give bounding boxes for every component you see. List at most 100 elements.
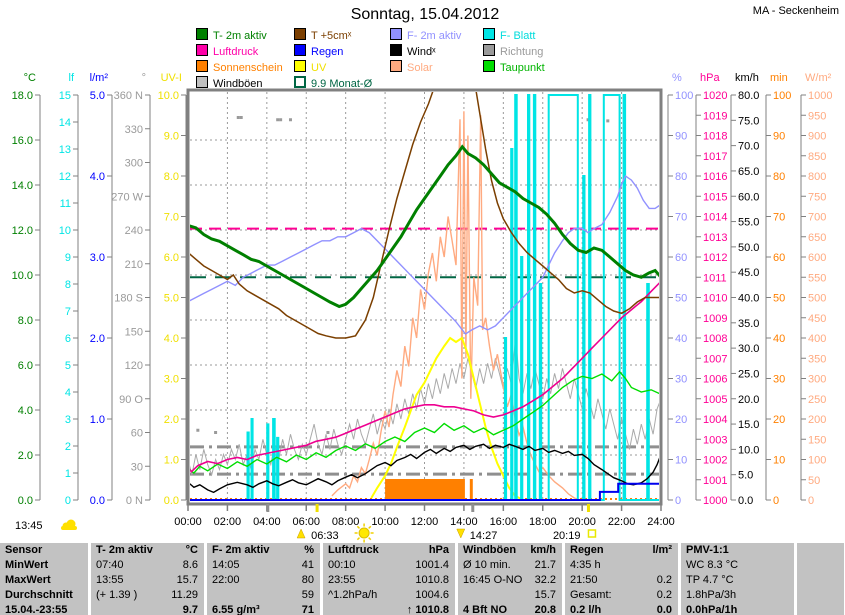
sunrise-arrow-icon [296, 528, 306, 539]
svg-text:1002: 1002 [703, 455, 727, 467]
legend-item-regen[interactable]: Regen [294, 44, 343, 58]
svg-text:70.0: 70.0 [738, 141, 759, 153]
svg-text:90: 90 [675, 131, 687, 143]
legend-swatch [294, 44, 306, 56]
legend-label: 9.9 Monat-Ø [311, 78, 373, 90]
table-cell: (+ 1.39 ) 11.29 [91, 588, 204, 603]
svg-text:75.0: 75.0 [738, 115, 759, 127]
table-cell: 00:10 1001.4 [323, 558, 455, 573]
svg-text:20:19: 20:19 [553, 530, 581, 542]
legend-item-sonnenschein[interactable]: Sonnenschein [196, 60, 283, 74]
svg-text:100: 100 [773, 90, 791, 102]
table-cell: MinWert [0, 558, 88, 573]
svg-text:4: 4 [65, 387, 71, 399]
svg-text:90: 90 [773, 131, 785, 143]
current-time-note: 13:45 [15, 520, 43, 532]
table-header-cell: F- 2m aktiv% [207, 543, 320, 558]
table-text: 0.0hPa/1h [686, 604, 738, 615]
svg-text:02:00: 02:00 [214, 516, 242, 528]
svg-text:1015: 1015 [703, 191, 727, 203]
legend-swatch [294, 60, 306, 72]
table-text: 15.7 [176, 574, 198, 586]
svg-text:1014: 1014 [703, 212, 727, 224]
sunshine-bar [469, 479, 473, 499]
svg-text:1010: 1010 [703, 293, 727, 305]
table-cell [797, 573, 844, 588]
svg-text:5.0: 5.0 [738, 470, 753, 482]
svg-text:8.0: 8.0 [164, 171, 179, 183]
series-luftdruck [190, 282, 659, 473]
svg-text:300: 300 [125, 158, 143, 170]
svg-text:60: 60 [675, 252, 687, 264]
table-cell: 4 Bft NO 20.8 [458, 603, 562, 615]
svg-text:550: 550 [808, 272, 826, 284]
table-text: Windböen [463, 544, 517, 556]
svg-text:10: 10 [59, 225, 71, 237]
svg-text:30: 30 [131, 461, 143, 473]
table-cell: 1.8hPa/3h [681, 588, 794, 603]
sun-down-arrow-icon [456, 528, 466, 539]
direction-dot [586, 118, 590, 122]
table-cell: 4:35 h [565, 558, 678, 573]
table-text: (+ 1.39 ) [96, 589, 138, 601]
legend-item-windb-en[interactable]: Windböen [196, 76, 263, 90]
direction-dot [276, 118, 280, 122]
table-cell: 23:55 1010.8 [323, 573, 455, 588]
series-solar [331, 111, 581, 501]
axis-solar: W/m²100095090085080075070065060055050045… [800, 72, 832, 507]
table-text: ^1.2hPa/h [328, 589, 378, 601]
table-cell: Durchschnitt [0, 588, 88, 603]
series-layer [190, 92, 659, 501]
table-header-cell: Regen l/m² [565, 543, 678, 558]
station-label: MA - Seckenheim [752, 5, 839, 17]
svg-text:80: 80 [675, 171, 687, 183]
svg-text:12: 12 [59, 171, 71, 183]
svg-text:0: 0 [808, 495, 814, 507]
legend-item-taupunkt[interactable]: Taupunkt [483, 60, 545, 74]
direction-dot [214, 431, 218, 434]
legend-item-solar[interactable]: Solar [390, 60, 433, 74]
table-cell: 59 [207, 588, 320, 603]
svg-text:16.0: 16.0 [12, 135, 33, 147]
svg-text:1: 1 [65, 468, 71, 480]
legend-item-wind-[interactable]: Windˣ [390, 44, 436, 58]
svg-text:16:00: 16:00 [490, 516, 518, 528]
svg-text:6.0: 6.0 [164, 252, 179, 264]
svg-text:240: 240 [125, 225, 143, 237]
table-header-cell [797, 543, 844, 558]
legend-item-t-5cm-[interactable]: T +5cmˣ [294, 28, 351, 42]
legend-item-richtung[interactable]: Richtung [483, 44, 543, 58]
svg-text:750: 750 [808, 191, 826, 203]
svg-text:°: ° [142, 72, 146, 84]
svg-text:13: 13 [59, 144, 71, 156]
table-text: 1.8hPa/3h [686, 589, 737, 601]
svg-text:50: 50 [808, 475, 820, 487]
svg-text:0.0: 0.0 [90, 495, 105, 507]
table-cell: Gesamt: 0.2 [565, 588, 678, 603]
table-text: 0.0 [656, 604, 672, 615]
table-text: Durchschnitt [5, 589, 73, 601]
svg-text:650: 650 [808, 232, 826, 244]
svg-text:330: 330 [125, 124, 143, 136]
svg-text:950: 950 [808, 110, 826, 122]
svg-text:70: 70 [773, 212, 785, 224]
table-text: Luftdruck [328, 544, 379, 556]
legend-item-luftdruck[interactable]: Luftdruck [196, 44, 258, 58]
table-header-cell: Windböen km/h [458, 543, 562, 558]
legend-item-f-2m-aktiv[interactable]: F- 2m aktiv [390, 28, 461, 42]
svg-text:45.0: 45.0 [738, 267, 759, 279]
legend-item-9-9-monat-[interactable]: 9.9 Monat-Ø [294, 76, 373, 90]
svg-text:40: 40 [675, 333, 687, 345]
svg-text:55.0: 55.0 [738, 217, 759, 229]
direction-dot [288, 118, 292, 122]
svg-text:1020: 1020 [703, 90, 727, 102]
table-text: 23:55 [328, 574, 356, 586]
legend-item-uv[interactable]: UV [294, 60, 326, 74]
svg-text:14:00: 14:00 [450, 516, 478, 528]
legend-item-f-blatt[interactable]: F- Blatt [483, 28, 535, 42]
table-text: Ø 10 min. [463, 559, 511, 571]
legend-item-t-2m-aktiv[interactable]: T- 2m aktiv [196, 28, 267, 42]
svg-text:1008: 1008 [703, 333, 727, 345]
